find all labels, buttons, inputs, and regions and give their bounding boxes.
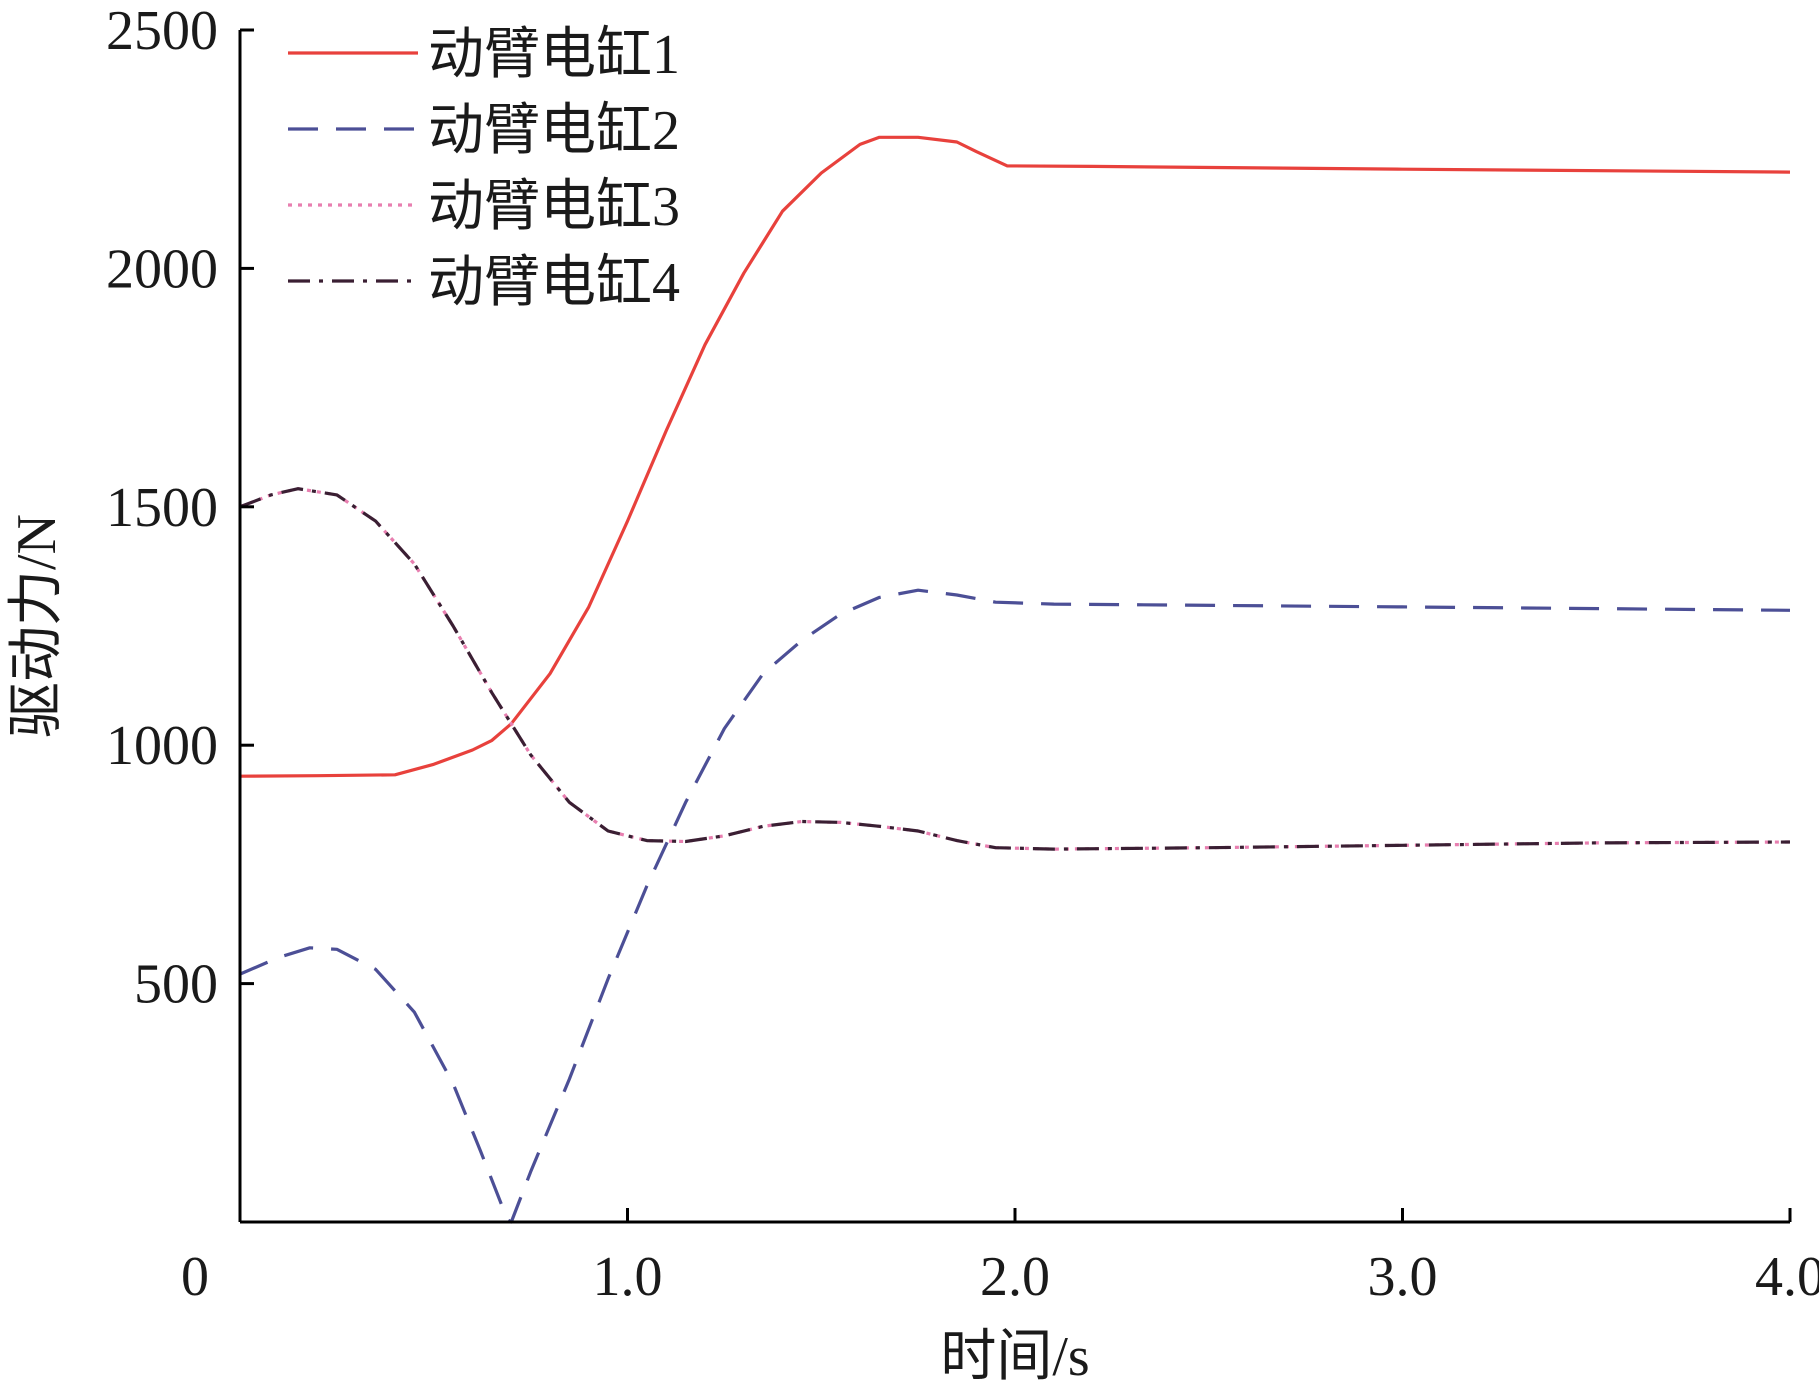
x-origin-label: 0 xyxy=(181,1246,209,1308)
legend: 动臂电缸1 动臂电缸2 动臂电缸3 动臂电缸4 xyxy=(288,24,680,314)
series-layer xyxy=(239,135,1791,1224)
y-axis-label: 驱动力/N xyxy=(6,514,68,738)
x-tick-label: 2.0 xyxy=(980,1246,1050,1308)
x-tick-label: 3.0 xyxy=(1368,1246,1438,1308)
legend-label: 动臂电缸1 xyxy=(428,24,680,86)
series-line-3 xyxy=(239,487,1791,851)
x-tick-label: 1.0 xyxy=(593,1246,663,1308)
ticks xyxy=(240,28,1792,1222)
series-line-1 xyxy=(239,135,1791,778)
y-tick-label: 2000 xyxy=(106,238,218,300)
legend-label: 动臂电缸3 xyxy=(428,176,680,238)
series-line-2 xyxy=(239,588,1791,1224)
y-tick-label: 2500 xyxy=(106,0,218,62)
series-line-4 xyxy=(239,487,1791,851)
y-tick-label: 500 xyxy=(134,954,218,1016)
y-tick-label: 1000 xyxy=(106,715,218,777)
y-tick-label: 1500 xyxy=(106,477,218,539)
x-tick-label: 4.0 xyxy=(1755,1246,1819,1308)
tick-labels: 500 1000 1500 2000 2500 1.0 2.0 3.0 4.0 xyxy=(106,0,1819,1308)
legend-label: 动臂电缸2 xyxy=(428,100,680,162)
legend-label: 动臂电缸4 xyxy=(428,252,680,314)
x-axis-label: 时间/s xyxy=(940,1326,1089,1388)
